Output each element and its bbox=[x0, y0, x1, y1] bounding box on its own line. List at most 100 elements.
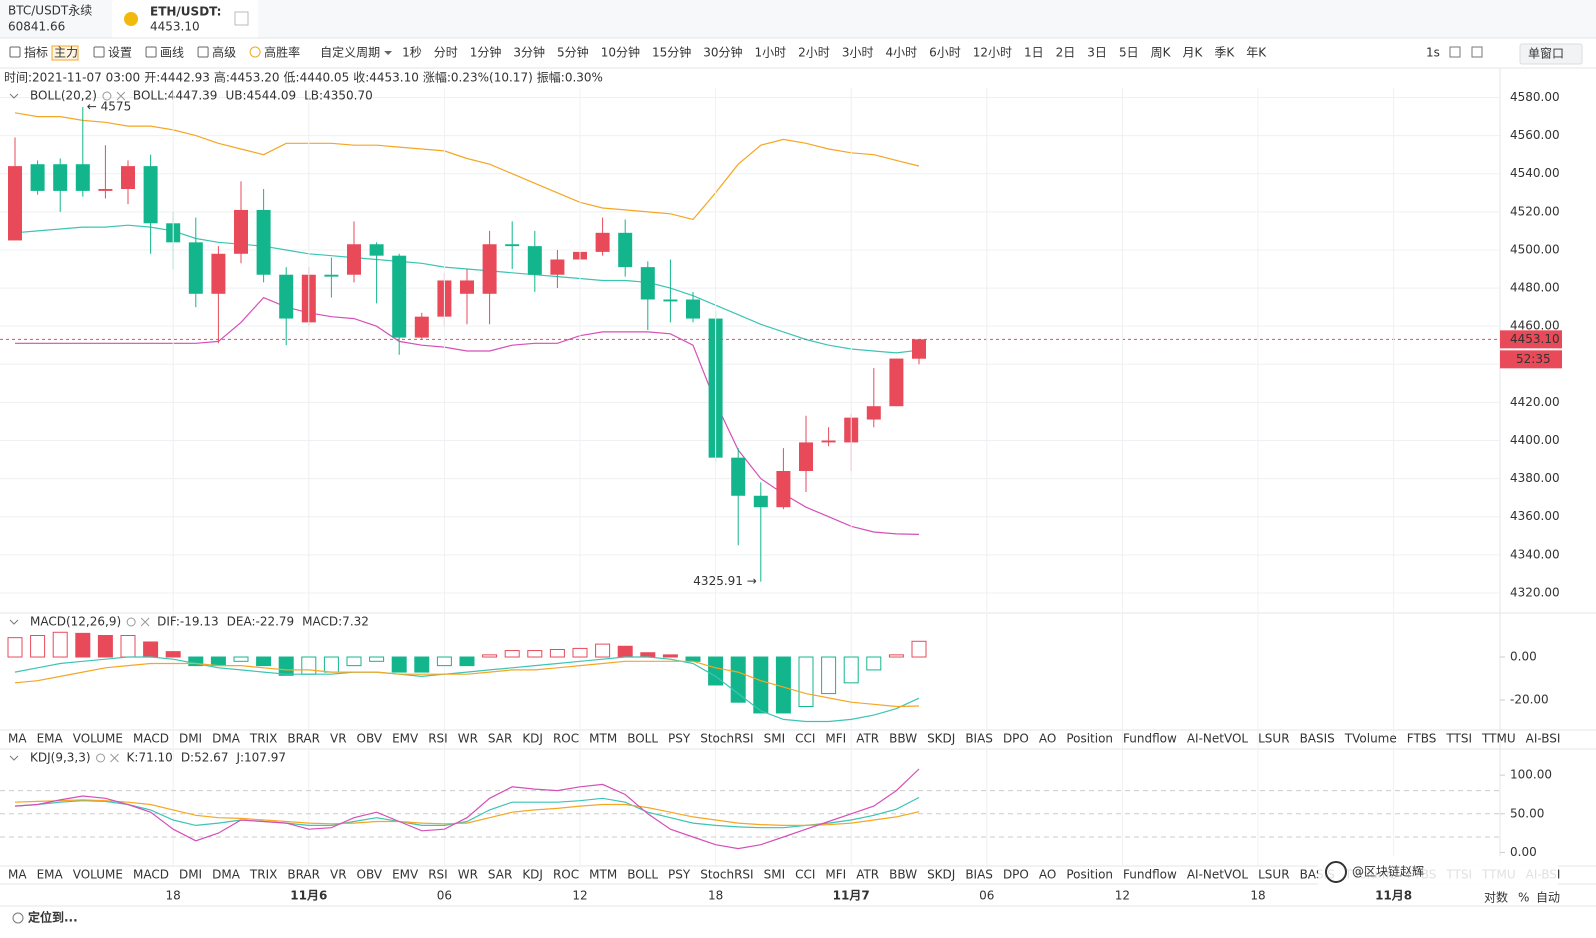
tool-item[interactable]: 设置 bbox=[108, 46, 132, 60]
indicator-tab[interactable]: SMI bbox=[764, 732, 786, 746]
indicator-tab[interactable]: MFI bbox=[825, 732, 846, 746]
indicator-tab[interactable]: DMA bbox=[212, 868, 241, 882]
period[interactable]: 季K bbox=[1214, 46, 1235, 60]
indicator-tab[interactable]: MA bbox=[8, 868, 27, 882]
indicator-tab[interactable]: BRAR bbox=[287, 868, 320, 882]
indicator-tab[interactable]: Fundflow bbox=[1123, 732, 1177, 746]
indicator-tab[interactable]: PSY bbox=[668, 868, 691, 882]
indicator-tab[interactable]: SAR bbox=[488, 868, 512, 882]
indicator-tab[interactable]: AI-NetVOL bbox=[1187, 868, 1249, 882]
window-select[interactable] bbox=[1519, 43, 1583, 65]
period[interactable]: 周K bbox=[1151, 46, 1172, 60]
indicator-tab[interactable]: MTM bbox=[589, 868, 617, 882]
period[interactable]: 1分钟 bbox=[470, 45, 502, 60]
fullscreen-icon[interactable] bbox=[1449, 46, 1461, 58]
indicator-tab[interactable]: DMI bbox=[179, 868, 202, 882]
indicator-tab[interactable]: MACD bbox=[133, 868, 169, 882]
tab-name[interactable]: ETH/USDT: bbox=[150, 5, 221, 19]
indicator-tab[interactable]: BBW bbox=[889, 732, 917, 746]
period[interactable]: 2日 bbox=[1056, 46, 1076, 60]
indicator-tab[interactable]: KDJ bbox=[522, 868, 543, 882]
indicator-tab[interactable]: BOLL bbox=[627, 868, 658, 882]
indicator-tab[interactable]: TRIX bbox=[249, 732, 277, 746]
close-icon[interactable] bbox=[110, 753, 119, 763]
indicator-tab[interactable]: BRAR bbox=[287, 732, 320, 746]
indicator-tab[interactable]: OBV bbox=[357, 732, 383, 746]
indicator-tab[interactable]: EMV bbox=[392, 868, 419, 882]
period[interactable]: 30分钟 bbox=[703, 45, 742, 60]
settings-icon[interactable] bbox=[96, 753, 106, 763]
indicator-tab[interactable]: EMV bbox=[392, 732, 419, 746]
indicator-tab[interactable]: Position bbox=[1066, 732, 1113, 746]
period[interactable]: 1秒 bbox=[402, 46, 422, 60]
settings-icon[interactable] bbox=[126, 617, 136, 627]
indicator-tab[interactable]: BOLL bbox=[627, 732, 658, 746]
indicator-tab[interactable]: LSUR bbox=[1258, 868, 1289, 882]
indicator-tab[interactable]: VR bbox=[330, 868, 347, 882]
indicator-tab[interactable]: ATR bbox=[856, 732, 879, 746]
indicator-tab[interactable]: ROC bbox=[553, 732, 579, 746]
period[interactable]: 3小时 bbox=[842, 46, 874, 60]
indicator-tab[interactable]: EMA bbox=[37, 868, 64, 882]
indicator-tab[interactable]: Fundflow bbox=[1123, 868, 1177, 882]
indicator-tab[interactable]: BASIS bbox=[1300, 732, 1335, 746]
custom-period[interactable]: 自定义周期 bbox=[320, 45, 380, 60]
period[interactable]: 年K bbox=[1246, 46, 1267, 60]
indicator-tab[interactable]: OBV bbox=[357, 868, 383, 882]
indicator-tab[interactable]: BIAS bbox=[965, 732, 993, 746]
indicator-tab[interactable]: SKDJ bbox=[927, 732, 955, 746]
settings-icon[interactable] bbox=[102, 91, 112, 101]
indicator-tab[interactable]: StochRSI bbox=[700, 868, 753, 882]
indicator-tab[interactable]: CCI bbox=[795, 732, 815, 746]
locate-icon[interactable] bbox=[12, 912, 24, 924]
indicator-tab[interactable]: LSUR bbox=[1258, 732, 1289, 746]
indicator-tab[interactable]: AO bbox=[1039, 732, 1056, 746]
auto-toggle[interactable]: 自动 bbox=[1536, 891, 1560, 905]
indicator-tab[interactable]: SAR bbox=[488, 732, 512, 746]
indicator-tab[interactable]: RSI bbox=[428, 868, 448, 882]
period[interactable]: 1日 bbox=[1024, 46, 1044, 60]
indicator-tab[interactable]: TVolume bbox=[1344, 732, 1397, 746]
close-icon[interactable] bbox=[116, 91, 126, 101]
indicator-tab[interactable]: SMI bbox=[764, 868, 786, 882]
tool-item[interactable]: 指标 bbox=[24, 45, 48, 60]
indicator-tab[interactable]: AO bbox=[1039, 868, 1056, 882]
tool-item[interactable]: 高胜率 bbox=[264, 45, 300, 60]
popout-icon[interactable] bbox=[1471, 46, 1483, 58]
period[interactable]: 15分钟 bbox=[652, 45, 691, 60]
indicator-tab[interactable]: BIAS bbox=[965, 868, 993, 882]
indicator-tab[interactable]: TTMU bbox=[1481, 732, 1516, 746]
indicator-tab[interactable]: EMA bbox=[37, 732, 64, 746]
indicator-tab[interactable]: FTBS bbox=[1407, 732, 1437, 746]
indicator-tab[interactable]: SKDJ bbox=[927, 868, 955, 882]
indicator-tab[interactable]: MA bbox=[8, 732, 27, 746]
window-mode[interactable]: 单窗口 bbox=[1528, 47, 1564, 61]
period[interactable]: 2小时 bbox=[798, 46, 830, 60]
percent-toggle[interactable]: % bbox=[1518, 891, 1529, 905]
indicator-tab[interactable]: DPO bbox=[1003, 732, 1029, 746]
collapse-caret[interactable] bbox=[9, 619, 19, 625]
indicator-tab[interactable]: DPO bbox=[1003, 868, 1029, 882]
indicator-tab[interactable]: TRIX bbox=[249, 868, 277, 882]
indicator-tab[interactable]: ATR bbox=[856, 868, 879, 882]
indicator-tab[interactable]: VOLUME bbox=[73, 868, 123, 882]
collapse-caret[interactable] bbox=[9, 755, 19, 761]
tab-name[interactable]: BTC/USDT永续 bbox=[8, 4, 92, 18]
period[interactable]: 月K bbox=[1182, 46, 1203, 60]
indicator-tab[interactable]: WR bbox=[458, 732, 478, 746]
indicator-tab[interactable]: MACD bbox=[133, 732, 169, 746]
indicator-tab[interactable]: CCI bbox=[795, 868, 815, 882]
indicator-tab[interactable]: MTM bbox=[589, 732, 617, 746]
period[interactable]: 10分钟 bbox=[601, 45, 640, 60]
indicator-tab[interactable]: RSI bbox=[428, 732, 448, 746]
indicator-tab[interactable]: PSY bbox=[668, 732, 691, 746]
close-icon[interactable] bbox=[140, 617, 150, 627]
log-toggle[interactable]: 对数 bbox=[1484, 890, 1508, 905]
period[interactable]: 6小时 bbox=[929, 46, 961, 60]
period[interactable]: 4小时 bbox=[885, 46, 917, 60]
locate-button[interactable]: 定位到... bbox=[28, 910, 78, 925]
period[interactable]: 5日 bbox=[1119, 46, 1139, 60]
indicator-tab[interactable]: StochRSI bbox=[700, 732, 753, 746]
period[interactable]: 5分钟 bbox=[557, 45, 589, 60]
indicator-tab[interactable]: Position bbox=[1066, 868, 1113, 882]
